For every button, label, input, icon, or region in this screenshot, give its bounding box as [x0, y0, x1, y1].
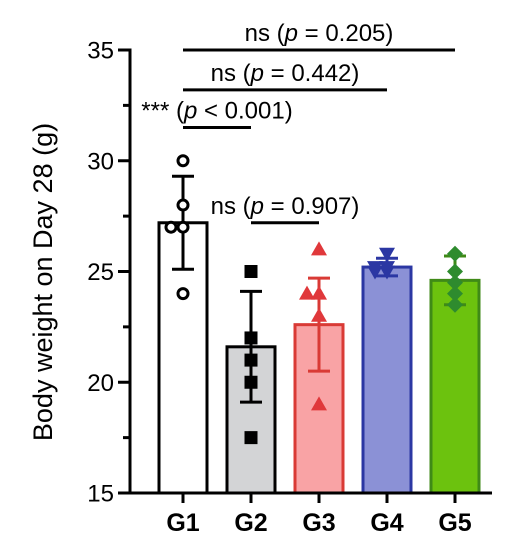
data-point-g4 [367, 265, 383, 280]
data-point-g5 [447, 274, 463, 291]
comparison-label-prefix: ns ( [211, 193, 251, 220]
data-point-g5 [447, 285, 463, 302]
data-point-g5 [447, 245, 463, 262]
y-tick-label: 25 [87, 259, 114, 286]
data-point-g2 [244, 331, 258, 345]
data-point-g3 [311, 396, 327, 411]
data-point-g1 [176, 287, 190, 301]
data-point-g2 [244, 431, 258, 445]
comparison-label-p: p [250, 60, 264, 87]
comparison-label-prefix: *** ( [141, 98, 184, 125]
error-bars-group [172, 174, 466, 404]
comparison-label-p: p [284, 20, 298, 47]
comparison-label-4: ns (p = 0.907) [211, 193, 360, 220]
comparison-label-suffix: = 0.907) [264, 193, 359, 220]
comparison-label-suffix: < 0.001) [197, 98, 292, 125]
comparison-label-prefix: ns ( [211, 60, 251, 87]
comparison-label-prefix: ns ( [245, 20, 285, 47]
data-point-g2 [244, 353, 258, 367]
comparison-label-p: p [250, 193, 264, 220]
data-point-g2 [244, 375, 258, 389]
data-point-g1 [176, 220, 190, 234]
axes-group: 15 20 25 30 35 G1 G2 G3 G4 G5 [87, 38, 492, 537]
annotations-group: ns (p = 0.205)ns (p = 0.442)*** (p < 0.0… [141, 20, 455, 225]
comparison-label-1: ns (p = 0.205) [245, 20, 394, 47]
x-tick-label-g3: G3 [302, 509, 335, 537]
x-tick-label-g4: G4 [370, 509, 403, 537]
y-tick-label: 30 [87, 148, 114, 175]
data-point-g5 [447, 296, 463, 313]
data-point-g1 [164, 220, 178, 234]
y-tick-label: 15 [87, 481, 114, 508]
x-tick-label-g5: G5 [438, 509, 471, 537]
comparison-label-3: *** (p < 0.001) [141, 98, 292, 125]
data-point-g3 [299, 285, 315, 300]
data-point-g3 [311, 285, 327, 300]
x-tick-label-g1: G1 [166, 509, 199, 537]
data-point-g3 [311, 241, 327, 256]
data-point-g3 [311, 307, 327, 322]
comparison-label-2: ns (p = 0.442) [211, 60, 360, 87]
data-points-group [164, 154, 463, 445]
x-tick-label-g2: G2 [234, 509, 267, 537]
comparison-label-suffix: = 0.442) [264, 60, 359, 87]
data-point-g4 [379, 265, 395, 280]
bar-g4 [361, 265, 413, 495]
data-point-g5 [447, 263, 463, 280]
comparison-label-suffix: = 0.205) [298, 20, 393, 47]
comparison-label-p: p [183, 98, 197, 125]
data-point-g1 [176, 198, 190, 212]
data-point-g4 [379, 247, 395, 262]
y-tick-label: 35 [87, 38, 114, 65]
data-point-g2 [244, 265, 258, 278]
data-point-g1 [176, 154, 190, 168]
y-tick-label: 20 [87, 370, 114, 397]
y-axis-label: Body weight on Day 28 (g) [28, 123, 58, 441]
